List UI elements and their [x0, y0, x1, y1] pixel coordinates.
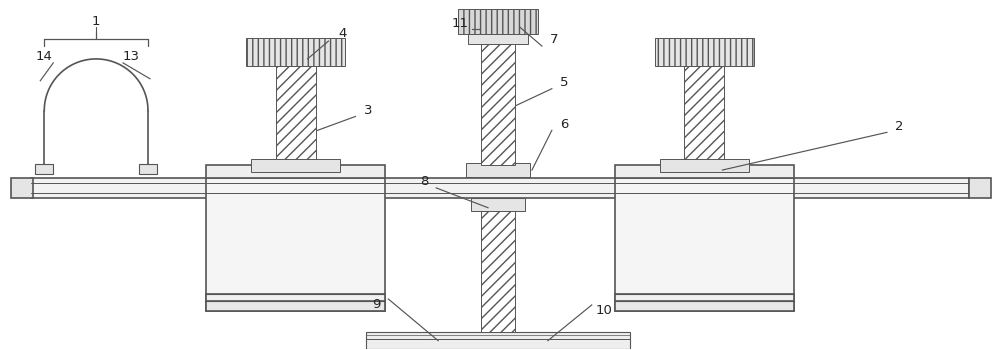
- Bar: [11, 178, 33, 198]
- Text: 10: 10: [595, 304, 612, 317]
- Text: 4: 4: [338, 27, 347, 40]
- Bar: [206, 165, 385, 178]
- Bar: [655, 38, 754, 66]
- Text: 5: 5: [560, 76, 568, 89]
- Text: 11: 11: [452, 17, 469, 30]
- Bar: [615, 165, 794, 178]
- Text: 14: 14: [36, 50, 53, 63]
- Text: 6: 6: [560, 118, 568, 131]
- Bar: [466, 163, 530, 177]
- Text: 2: 2: [895, 120, 903, 133]
- Text: 13: 13: [123, 50, 140, 63]
- Text: 3: 3: [364, 104, 373, 117]
- Bar: [35, 164, 53, 174]
- Bar: [471, 198, 525, 211]
- Bar: [684, 66, 724, 165]
- Bar: [206, 178, 385, 311]
- Bar: [660, 159, 749, 172]
- Bar: [615, 178, 794, 311]
- Bar: [206, 301, 385, 311]
- Bar: [251, 159, 340, 172]
- Bar: [615, 294, 794, 301]
- Bar: [458, 9, 538, 34]
- Text: 9: 9: [372, 299, 381, 312]
- Bar: [615, 301, 794, 311]
- Bar: [206, 294, 385, 301]
- Text: 7: 7: [550, 33, 558, 46]
- Bar: [139, 164, 157, 174]
- Bar: [481, 208, 515, 332]
- Bar: [481, 41, 515, 165]
- Bar: [276, 66, 316, 165]
- Bar: [31, 178, 969, 198]
- Bar: [969, 178, 991, 198]
- Text: 1: 1: [92, 15, 100, 28]
- Bar: [468, 32, 528, 44]
- Text: 8: 8: [420, 175, 428, 188]
- Bar: [246, 38, 345, 66]
- Bar: [366, 332, 630, 349]
